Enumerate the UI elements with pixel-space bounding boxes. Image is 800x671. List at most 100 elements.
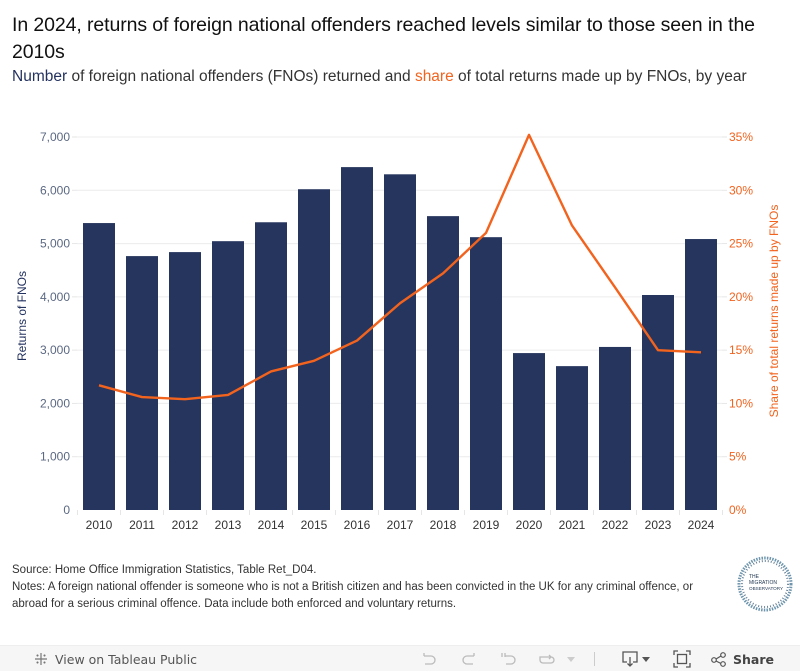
right-tick-label: 25% bbox=[729, 237, 753, 251]
right-tick-label: 20% bbox=[729, 290, 753, 304]
refresh-button[interactable] bbox=[537, 646, 557, 671]
footnotes: Source: Home Office Immigration Statisti… bbox=[12, 562, 722, 613]
line-point-2016[interactable] bbox=[354, 338, 360, 344]
line-point-2011[interactable] bbox=[139, 394, 145, 400]
line-point-2024[interactable] bbox=[698, 349, 704, 355]
left-tick-label: 4,000 bbox=[40, 290, 70, 304]
chart-subtitle: Number of foreign national offenders (FN… bbox=[12, 66, 792, 88]
logo-text-observatory: OBSERVATORY bbox=[749, 586, 783, 591]
left-tick-label: 2,000 bbox=[40, 396, 70, 410]
left-tick-label: 1,000 bbox=[40, 450, 70, 464]
line-series bbox=[96, 132, 704, 402]
bar-2019[interactable] bbox=[470, 237, 502, 511]
redo-button[interactable] bbox=[460, 646, 478, 671]
subtitle-share-highlight: share bbox=[414, 68, 454, 85]
bar-2017[interactable] bbox=[384, 174, 416, 511]
tableau-toolbar: View on Tableau Public Share bbox=[0, 645, 800, 671]
x-tick-label: 2019 bbox=[473, 518, 500, 532]
x-tick-label: 2022 bbox=[602, 518, 629, 532]
x-tick-label: 2023 bbox=[645, 518, 672, 532]
line-point-2019[interactable] bbox=[483, 230, 489, 236]
left-tick-label: 5,000 bbox=[40, 237, 70, 251]
x-tick-label: 2017 bbox=[387, 518, 414, 532]
bar-2014[interactable] bbox=[255, 222, 287, 510]
line-point-2012[interactable] bbox=[182, 396, 188, 402]
bar-2020[interactable] bbox=[513, 353, 545, 510]
undo-button[interactable] bbox=[420, 646, 438, 671]
left-tick-label: 7,000 bbox=[40, 130, 70, 144]
x-tick-label: 2018 bbox=[430, 518, 457, 532]
bar-series bbox=[83, 167, 717, 511]
logo-text-migration: MIGRATION bbox=[749, 580, 777, 586]
x-tick-label: 2020 bbox=[516, 518, 543, 532]
bar-2013[interactable] bbox=[212, 241, 244, 510]
caret-down-icon bbox=[567, 657, 575, 662]
bar-2011[interactable] bbox=[126, 256, 158, 510]
line-point-2018[interactable] bbox=[440, 270, 446, 276]
bar-2023[interactable] bbox=[642, 294, 674, 510]
bar-2015[interactable] bbox=[298, 189, 330, 510]
bar-2018[interactable] bbox=[427, 216, 459, 511]
x-tick-label: 2013 bbox=[215, 518, 242, 532]
view-on-tableau-link[interactable]: View on Tableau Public bbox=[33, 646, 197, 671]
download-dropdown[interactable] bbox=[641, 646, 651, 671]
line-point-2010[interactable] bbox=[96, 382, 102, 388]
line-point-2015[interactable] bbox=[311, 358, 317, 364]
x-tick-label: 2021 bbox=[559, 518, 586, 532]
line-point-2023[interactable] bbox=[655, 347, 661, 353]
line-point-2022[interactable] bbox=[612, 284, 618, 290]
right-axis-title: Share of total returns made up by FNOs bbox=[767, 205, 781, 418]
fullscreen-icon bbox=[673, 650, 691, 668]
view-on-tableau-label: View on Tableau Public bbox=[55, 651, 198, 667]
x-tick-label: 2024 bbox=[688, 518, 715, 532]
share-line bbox=[98, 133, 702, 401]
line-point-2021[interactable] bbox=[569, 222, 575, 228]
line-point-2020[interactable] bbox=[526, 132, 532, 138]
right-tick-label: 5% bbox=[729, 450, 747, 464]
line-point-2014[interactable] bbox=[268, 368, 274, 374]
subtitle-text-mid: of foreign national offenders (FNOs) ret… bbox=[67, 68, 415, 85]
download-button[interactable] bbox=[621, 646, 639, 671]
tableau-logo-icon bbox=[33, 651, 49, 667]
subtitle-number-highlight: Number bbox=[12, 68, 68, 85]
source-note: Source: Home Office Immigration Statisti… bbox=[12, 564, 317, 576]
right-tick-label: 35% bbox=[729, 130, 753, 144]
x-axis: 2010 2011 2012 2013 2014 2015 2016 2017 2018 2019… bbox=[77, 510, 723, 532]
x-tick-label: 2016 bbox=[344, 518, 371, 532]
bar-2012[interactable] bbox=[169, 252, 201, 510]
bar-2024[interactable] bbox=[685, 239, 717, 510]
redo-icon bbox=[462, 653, 475, 665]
pause-icon bbox=[539, 654, 555, 664]
toolbar-divider bbox=[594, 646, 595, 671]
revert-button[interactable] bbox=[500, 646, 518, 671]
refresh-dropdown[interactable] bbox=[566, 646, 576, 671]
line-point-2017[interactable] bbox=[397, 300, 403, 306]
share-icon bbox=[710, 651, 728, 667]
migration-observatory-logo: THE MIGRATION OBSERVATORY bbox=[737, 551, 793, 617]
right-tick-label: 0% bbox=[729, 503, 747, 517]
bar-2016[interactable] bbox=[341, 167, 373, 510]
share-button[interactable]: Share bbox=[710, 646, 774, 671]
left-tick-label: 3,000 bbox=[40, 343, 70, 357]
right-tick-label: 15% bbox=[729, 343, 753, 357]
x-tick-label: 2011 bbox=[129, 518, 155, 532]
line-point-2013[interactable] bbox=[225, 392, 231, 398]
notes-text: Notes: A foreign national offender is so… bbox=[12, 581, 694, 610]
logo-text-the: THE bbox=[749, 574, 760, 580]
share-label: Share bbox=[733, 651, 774, 667]
x-tick-label: 2012 bbox=[172, 518, 199, 532]
bar-2010[interactable] bbox=[83, 223, 115, 510]
right-tick-label: 10% bbox=[729, 396, 753, 410]
revert-icon bbox=[501, 653, 516, 665]
caret-down-icon bbox=[642, 657, 650, 662]
bar-2022[interactable] bbox=[599, 346, 631, 510]
bar-2021[interactable] bbox=[556, 366, 588, 510]
right-tick-label: 30% bbox=[729, 183, 753, 197]
x-tick-label: 2010 bbox=[86, 518, 113, 532]
right-y-axis: 0% 5% 10% 15% 20% 25% 30% 35% bbox=[722, 130, 753, 517]
undo-icon bbox=[423, 653, 436, 665]
left-tick-label: 0 bbox=[63, 503, 70, 517]
subtitle-text-end: of total returns made up by FNOs, by yea… bbox=[453, 68, 747, 85]
fullscreen-button[interactable] bbox=[673, 646, 691, 671]
chart-title: In 2024, returns of foreign national off… bbox=[12, 14, 755, 63]
